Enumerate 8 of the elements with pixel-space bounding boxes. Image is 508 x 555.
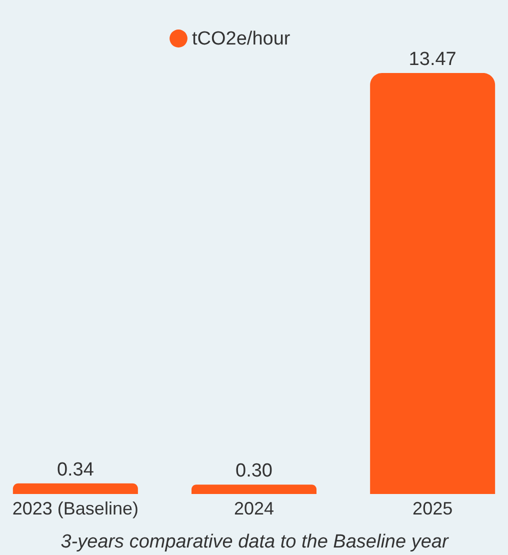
x-tick-label: 2025 xyxy=(412,498,453,518)
x-axis-title: 3-years comparative data to the Baseline year xyxy=(60,532,449,552)
legend-label: tCO2e/hour xyxy=(192,28,291,50)
x-tick-label: 2024 xyxy=(234,498,274,518)
data-label: 13.47 xyxy=(408,49,456,70)
data-label: 0.34 xyxy=(56,459,94,480)
data-label: 0.30 xyxy=(236,460,272,482)
x-tick-label: 2023 (Baseline) xyxy=(12,498,138,518)
